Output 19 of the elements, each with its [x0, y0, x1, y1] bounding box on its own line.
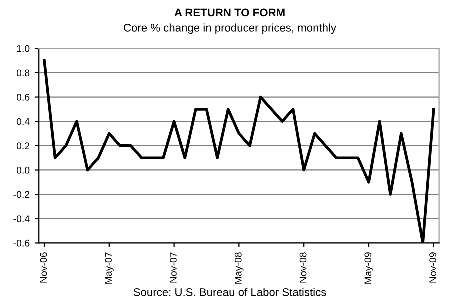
x-tick-label: May-07: [105, 252, 114, 284]
y-tick-label: 0.6: [16, 94, 30, 101]
chart-title: A RETURN TO FORM: [174, 8, 285, 17]
y-tick-label: 0.2: [16, 142, 30, 150]
x-tick-label: Nov-09: [430, 252, 436, 283]
y-tick-label: 0.8: [16, 70, 30, 77]
x-tick-label: Nov-06: [40, 252, 48, 283]
y-tick-label: 0.0: [16, 166, 30, 174]
x-tick-label: Nov-08: [300, 252, 307, 283]
x-tick-label: Nov-07: [170, 252, 177, 283]
chart-subtitle: Core % change in producer prices, monthly: [124, 24, 337, 34]
y-tick-label: -0.4: [14, 216, 30, 222]
y-tick-label: 0.4: [16, 118, 30, 126]
y-tick-label: -0.2: [14, 191, 30, 198]
source-note: Source: U.S. Bureau of Labor Statistics: [134, 288, 326, 296]
x-tick-label: May-08: [234, 252, 244, 284]
y-tick-label: 1.0: [17, 45, 30, 52]
y-tick-label: -0.6: [14, 240, 30, 247]
x-tick-label: May-09: [364, 252, 374, 284]
